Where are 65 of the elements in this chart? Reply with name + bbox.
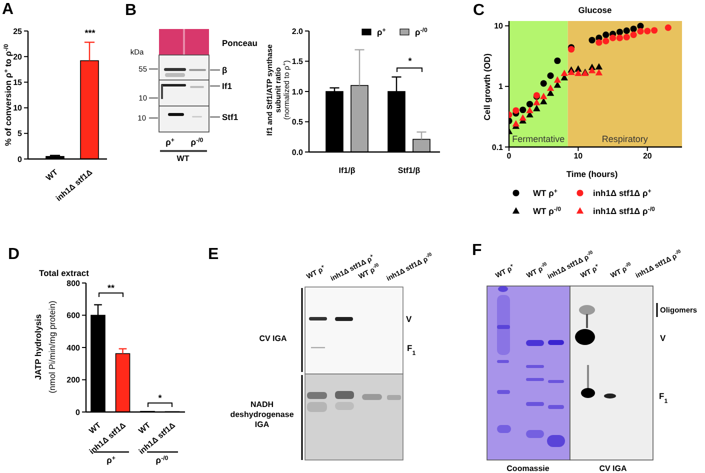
text: E [208, 246, 219, 263]
y-tick-label: 1.0 [292, 87, 304, 96]
text: β [222, 64, 228, 75]
y-tick-label: 1.5 [292, 57, 304, 66]
x-tick-label: WT [87, 420, 103, 436]
annotation: ** [107, 283, 115, 294]
y-tick-label: 0.5 [292, 118, 304, 127]
band-label: Fermentative [512, 134, 565, 144]
y-tick-label: 10 [13, 104, 23, 113]
y-tick-label: 2.0 [292, 26, 304, 36]
chart-title: Glucose [578, 4, 612, 15]
category-label: ρ$^{+}$ [166, 136, 175, 147]
x-tick-label: WT [44, 168, 60, 183]
text: C [473, 2, 485, 19]
text: ρ$^{-/0}$ [156, 454, 169, 465]
y-tick-label: 400 [66, 343, 81, 352]
y-tick-label: 800 [66, 278, 81, 288]
y-tick-label: 200 [66, 376, 81, 385]
x-axis-title: Time (hours) [566, 168, 618, 179]
annotation: * [408, 56, 412, 66]
y-axis-title: JATP hydrolysis (nmol Pi/min/mg protein) [32, 300, 57, 394]
y-tick-label: 15 [13, 78, 23, 88]
text: Ponceau [222, 38, 258, 48]
y-tick-label: 0.0 [292, 148, 304, 157]
y-tick-label: 10 [494, 22, 504, 31]
y-tick-label: 5 [18, 129, 23, 138]
text: Coomassie [506, 464, 550, 473]
legend-label: WT ρ$^{-/0}$ [533, 205, 562, 216]
annotation: * [158, 393, 162, 404]
y-tick-label: 600 [66, 311, 81, 320]
text: A [2, 1, 14, 18]
legend-label: ρ$^{-/0}$ [415, 26, 428, 37]
chart-title: Total extract [39, 268, 90, 278]
text: V [660, 332, 666, 343]
x-tick-label: Stf1/β [398, 166, 420, 175]
text: D [8, 246, 20, 263]
y-axis-title: Cell growth (OD) [482, 53, 492, 121]
text: NADH deshydrogenase IGA [230, 400, 294, 429]
x-tick-label: If1/β [338, 166, 356, 175]
legend-label: WT ρ$^{+}$ [533, 187, 558, 198]
text: F [472, 242, 482, 259]
text: CV IGA [259, 334, 287, 343]
legend-label: inh1Δ stf1Δ ρ$^{-/0}$ [593, 205, 656, 216]
annotation: *** [84, 28, 96, 38]
y-tick-label: 0 [76, 408, 81, 417]
x-tick-label: WT [136, 420, 152, 436]
y-tick-label: 0.1 [492, 142, 504, 152]
category-label: ρ$^{-/0}$ [190, 136, 204, 147]
text: Stf1 [222, 112, 238, 122]
x-tick-label: 20 [642, 152, 652, 161]
text: CV IGA [599, 464, 627, 473]
y-tick-label: 1 [498, 82, 504, 92]
text: B [125, 2, 137, 19]
x-tick-label: 10 [574, 152, 584, 161]
text: V [406, 314, 412, 324]
legend-label: ρ$^{+}$ [377, 26, 386, 37]
band-label: Respiratory [602, 134, 648, 144]
x-tick-label: 0 [506, 152, 512, 161]
text: If1 [222, 80, 232, 91]
legend-label: inh1Δ stf1Δ ρ$^{+}$ [593, 187, 652, 198]
text: F$_{1}$ [407, 342, 416, 356]
y-tick-label: 20 [13, 52, 23, 62]
text: F$_{1}$ [659, 390, 668, 404]
y-tick-label: 25 [13, 26, 23, 36]
text: ρ$^{+}$ [106, 454, 116, 465]
